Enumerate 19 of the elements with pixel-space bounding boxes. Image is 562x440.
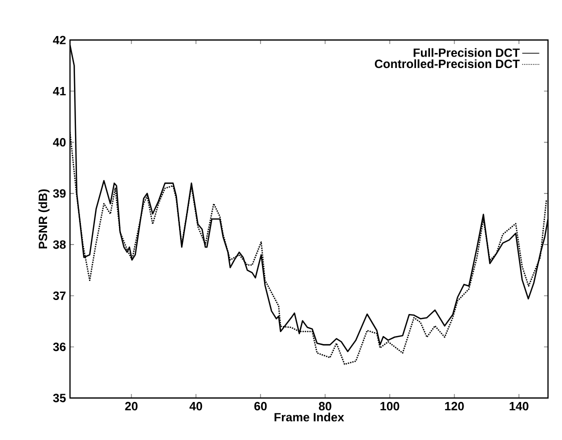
x-tick-label: 140: [510, 402, 528, 410]
x-tick-label: 60: [254, 402, 267, 410]
y-axis-title: PSNR (dB): [38, 189, 50, 248]
x-axis-title: Frame Index: [274, 412, 344, 422]
legend-label: Controlled-Precision DCT: [374, 59, 520, 68]
y-tick-label: 37: [53, 291, 66, 300]
x-tick-label: 80: [318, 402, 332, 410]
y-tick-label: 42: [52, 36, 66, 44]
x-tick-label: 20: [125, 402, 138, 410]
y-tick-label: 40: [52, 138, 66, 147]
y-tick-label: 41: [52, 87, 66, 96]
x-tick-label: 40: [190, 402, 202, 410]
y-tick-label: 35: [53, 394, 66, 402]
legend-label: Full-Precision DCT: [414, 48, 520, 57]
y-tick-label: 36: [53, 342, 66, 352]
x-tick-label: 100: [380, 402, 400, 410]
y-tick-label: 39: [53, 189, 66, 198]
x-tick-label: 120: [445, 402, 464, 410]
y-tick-label: 38: [53, 240, 66, 249]
